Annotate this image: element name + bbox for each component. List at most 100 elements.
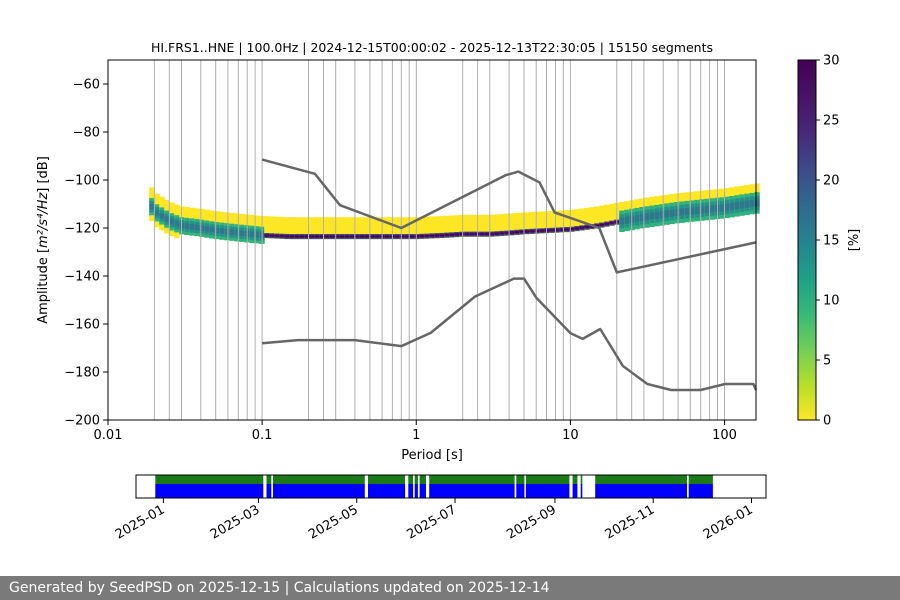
heatmap-cell xyxy=(474,214,480,237)
heatmap-cell xyxy=(209,229,215,233)
heatmap-cell xyxy=(274,235,280,237)
heatmap-cell xyxy=(349,217,355,240)
heatmap-cell xyxy=(534,211,540,234)
heatmap-cell xyxy=(679,212,685,216)
heatmap-cell xyxy=(564,227,570,229)
heatmap-cell xyxy=(484,235,490,237)
heatmap-cell xyxy=(169,224,175,228)
heatmap-cell xyxy=(424,216,430,239)
heatmap-cell xyxy=(519,231,525,233)
heatmap-cell xyxy=(579,208,585,231)
heatmap-cell xyxy=(519,212,525,235)
heatmap-cell xyxy=(504,234,510,236)
heatmap-cell xyxy=(584,227,590,229)
heatmap-cell xyxy=(434,236,440,238)
heatmap-cell xyxy=(359,235,365,237)
heatmap-cell xyxy=(334,217,340,240)
timeline-available-segment xyxy=(273,475,365,484)
heatmap-cell xyxy=(454,233,460,235)
heatmap-cell xyxy=(469,233,475,235)
heatmap-cell xyxy=(744,211,750,216)
heatmap-cell xyxy=(624,209,630,214)
timeline-available-segment xyxy=(408,475,414,484)
heatmap-cell xyxy=(674,216,680,220)
heatmap-cell xyxy=(549,227,555,229)
heatmap-cell xyxy=(694,217,700,222)
heatmap-cell xyxy=(239,230,245,234)
heatmap-cell xyxy=(289,236,295,238)
heatmap-cell xyxy=(429,236,435,238)
heatmap-cell xyxy=(339,236,345,238)
heatmap-cell xyxy=(574,229,580,231)
heatmap-cell xyxy=(514,232,520,234)
heatmap-cell xyxy=(644,223,650,228)
series-line-nlnm xyxy=(261,277,758,392)
heatmap-cell xyxy=(679,208,685,213)
heatmap-cell xyxy=(564,229,570,231)
timeline-tick-label: 2025-01 xyxy=(113,502,168,542)
heatmap-cell xyxy=(604,223,610,225)
heatmap-cell xyxy=(404,234,410,236)
heatmap-cell xyxy=(169,221,175,225)
heatmap-cell xyxy=(174,215,180,219)
heatmap-cell xyxy=(584,207,590,230)
timeline-available-segment xyxy=(429,475,515,484)
heatmap-cell xyxy=(734,212,740,217)
heatmap-cell xyxy=(154,218,160,222)
colorbar-gradient xyxy=(797,59,817,421)
heatmap-cell xyxy=(749,196,755,201)
heatmap-cell xyxy=(619,214,625,218)
timeline-available-segment xyxy=(266,475,272,484)
heatmap-cell xyxy=(464,232,470,234)
psd-plot-area: 0.01 0.1 1 10 100 −60 −80 −100 −120 −140 −160 −180… xyxy=(64,59,760,443)
heatmap-cell xyxy=(704,198,710,203)
heatmap-cell xyxy=(364,234,370,236)
timeline-used-segment xyxy=(525,484,570,498)
heatmap-cell xyxy=(319,236,325,238)
heatmap-cell xyxy=(509,230,515,232)
heatmap-cell xyxy=(199,233,205,237)
heatmap-cell xyxy=(619,224,625,229)
heatmap-cell xyxy=(489,231,495,233)
heatmap-cell xyxy=(469,234,475,236)
heatmap-cell xyxy=(239,233,245,237)
heatmap-cell xyxy=(284,237,290,239)
heatmap-cell xyxy=(289,238,295,240)
heatmap-cell xyxy=(284,236,290,238)
heatmap-cell xyxy=(664,210,670,215)
heatmap-cell xyxy=(304,234,310,236)
heatmap-cell xyxy=(459,214,465,237)
heatmap-cell xyxy=(184,231,190,235)
heatmap-cell xyxy=(609,223,615,225)
heatmap-cell xyxy=(254,231,260,235)
heatmap-cell xyxy=(724,203,730,208)
heatmap-cell xyxy=(164,224,170,228)
timeline-used-segment xyxy=(273,484,365,498)
heatmap-cell xyxy=(154,207,160,211)
heatmap-cell xyxy=(729,213,735,218)
heatmap-cell xyxy=(674,202,680,206)
heatmap-cell xyxy=(299,237,305,239)
heatmap-cell xyxy=(319,217,325,240)
heatmap-cell xyxy=(559,228,565,230)
heatmap-cell xyxy=(344,234,350,236)
heatmap-cell xyxy=(529,212,535,235)
heatmap-cell xyxy=(319,238,325,240)
heatmap-cell xyxy=(214,236,220,240)
heatmap-cell xyxy=(714,201,720,206)
y-tick-label: −140 xyxy=(64,270,100,285)
heatmap-cell xyxy=(354,238,360,240)
heatmap-cell xyxy=(234,227,240,231)
heatmap-cell xyxy=(394,235,400,237)
heatmap-cell xyxy=(749,203,755,208)
heatmap-cell xyxy=(654,211,660,216)
heatmap-cell xyxy=(694,213,700,218)
heatmap-cell xyxy=(354,235,360,237)
heatmap-cell xyxy=(479,231,485,233)
heatmap-cell xyxy=(619,228,625,232)
heatmap-cell xyxy=(669,206,675,211)
timeline-available-segment xyxy=(155,475,264,484)
heatmap-cell xyxy=(524,230,530,232)
heatmap-cell xyxy=(289,217,295,240)
heatmap-cell xyxy=(409,234,415,236)
